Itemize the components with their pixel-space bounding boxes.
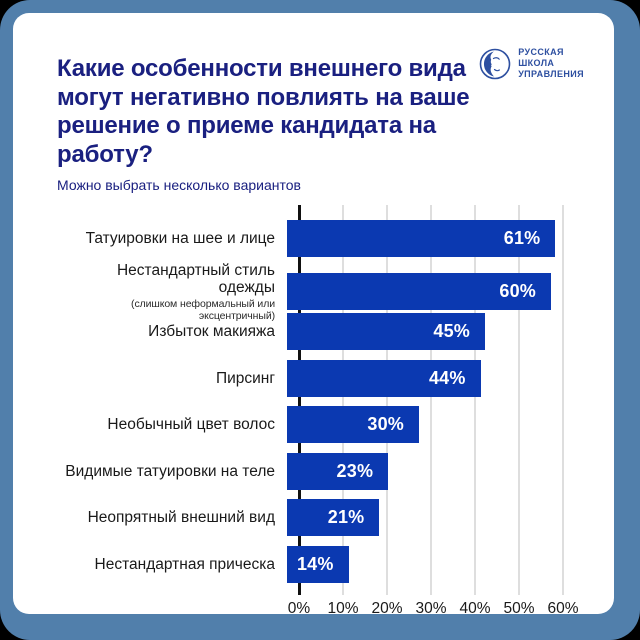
x-tick-label: 50%	[503, 599, 535, 617]
bar-row: Татуировки на шее и лице 61%	[57, 215, 586, 262]
bar: 60%	[287, 273, 551, 311]
bar-row: Пирсинг 44%	[57, 355, 586, 402]
category-label-sub: (слишком неформальный или эксцентричный)	[131, 297, 275, 322]
value-label: 21%	[327, 507, 365, 528]
bar-track: 30%	[287, 406, 551, 444]
value-label: 61%	[503, 227, 541, 248]
infographic-card: РУССКАЯ ШКОЛА УПРАВЛЕНИЯ Какие особеннос…	[13, 13, 614, 617]
category-label: Необычный цвет волос	[57, 416, 287, 433]
category-label-main: Избыток макияжа	[148, 322, 275, 340]
page-title: Какие особенности внешнего вида могут не…	[57, 55, 470, 168]
category-label-main: Нестандартный стиль одежды	[116, 261, 275, 296]
category-label: Видимые татуировки на теле	[57, 463, 287, 480]
bar: 14%	[287, 545, 349, 583]
bar: 44%	[287, 359, 481, 397]
bar-track: 23%	[287, 452, 551, 490]
category-label-main: Необычный цвет волос	[107, 416, 275, 434]
bar: 21%	[287, 499, 380, 537]
bar-row: Избыток макияжа 45%	[57, 308, 586, 355]
x-tick-label: 10%	[327, 599, 359, 617]
category-label: Пирсинг	[57, 370, 287, 387]
category-label: Избыток макияжа	[57, 323, 287, 340]
bar-track: 21%	[287, 499, 551, 537]
category-label: Нестандартный стиль одежды (слишком нефо…	[57, 262, 287, 322]
value-label: 44%	[428, 367, 466, 388]
value-label: 45%	[433, 320, 470, 341]
x-axis-ticks: 0% 10% 20% 30% 40% 50% 60%	[288, 599, 579, 624]
value-label: 30%	[367, 414, 404, 435]
x-tick-label: 30%	[415, 599, 447, 617]
card-content: РУССКАЯ ШКОЛА УПРАВЛЕНИЯ Какие особеннос…	[13, 13, 614, 617]
bar-track: 60%	[287, 273, 551, 311]
bar: 45%	[287, 312, 485, 350]
bar-row: Нестандартный стиль одежды (слишком нефо…	[57, 262, 586, 322]
category-label: Нестандартная прическа	[57, 556, 287, 573]
category-label-main: Нестандартная прическа	[94, 555, 275, 573]
category-label: Татуировки на шее и лице	[57, 230, 287, 247]
value-label: 60%	[499, 281, 536, 302]
rsu-logo-text: РУССКАЯ ШКОЛА УПРАВЛЕНИЯ	[518, 47, 584, 79]
rsu-logo: РУССКАЯ ШКОЛА УПРАВЛЕНИЯ	[479, 47, 584, 80]
bar-row: Нестандартная прическа 14%	[57, 541, 586, 588]
rsu-profile-face-icon	[479, 48, 511, 79]
category-label-main: Татуировки на шее и лице	[85, 229, 275, 247]
bar-row: Необычный цвет волос 30%	[57, 401, 586, 448]
page-subtitle: Можно выбрать несколько вариантов	[57, 177, 301, 193]
bar-track: 61%	[287, 219, 556, 257]
category-label: Неопрятный внешний вид	[57, 509, 287, 526]
bar-track: 44%	[287, 359, 551, 397]
bar: 30%	[287, 406, 419, 444]
x-tick-label: 60%	[547, 599, 579, 617]
bar-track: 45%	[287, 312, 551, 350]
chart-rows: Татуировки на шее и лице 61% Нестандартн…	[57, 205, 586, 595]
category-label-main: Пирсинг	[215, 369, 275, 387]
bar-chart: Татуировки на шее и лице 61% Нестандартн…	[57, 205, 586, 624]
x-tick-label: 20%	[371, 599, 403, 617]
bar-row: Видимые татуировки на теле 23%	[57, 448, 586, 495]
category-label-main: Неопрятный внешний вид	[87, 509, 275, 527]
x-tick-label: 40%	[459, 599, 491, 617]
value-label: 23%	[336, 460, 374, 481]
bar-track: 14%	[287, 545, 551, 583]
value-label: 14%	[296, 553, 334, 574]
bar: 61%	[287, 219, 556, 257]
bar: 23%	[287, 452, 389, 490]
bar-row: Неопрятный внешний вид 21%	[57, 495, 586, 542]
x-tick-label: 0%	[287, 599, 311, 617]
category-label-main: Видимые татуировки на теле	[65, 462, 275, 480]
